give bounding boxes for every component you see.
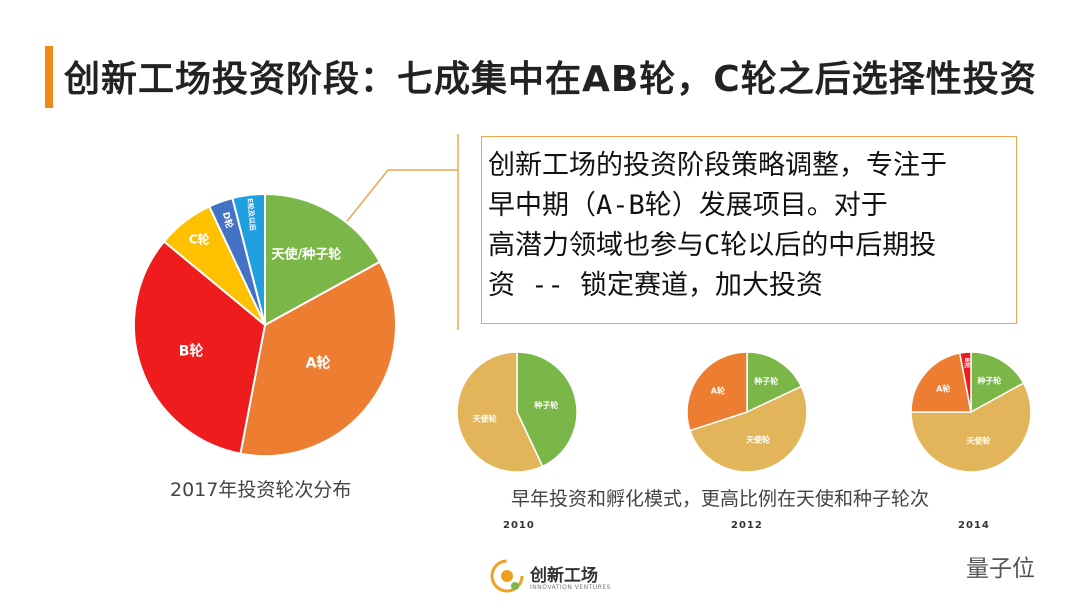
year-label-2014: 2014: [958, 520, 990, 531]
pie-slice: [231, 192, 266, 326]
title-accent-bar: [45, 46, 53, 108]
pie-slice: [686, 351, 748, 432]
pie-label: A轮: [306, 354, 331, 371]
callout-line: 高潜力领域也参与C轮以后的中后期投: [488, 230, 937, 261]
main-pie-caption: 2017年投资轮次分布: [170, 479, 352, 501]
pie-label: E轮及以后: [246, 198, 258, 231]
pie-slice: [910, 382, 1032, 473]
callout-text: 创新工场的投资阶段策略调整，专注于 早中期（A-B轮）发展项目。对于 高潜力领域…: [488, 146, 1013, 306]
pie-slice: [910, 352, 972, 413]
pie-slice: [970, 351, 1025, 414]
watermark-text: 量子位: [966, 556, 1035, 582]
pie-label: 种子轮: [976, 376, 1001, 386]
pie-slice: [456, 351, 544, 473]
callout-line: 早中期（A-B轮）发展项目。对于: [488, 190, 888, 221]
year-label-2010: 2010: [503, 520, 535, 531]
pie-label: A轮: [711, 385, 725, 395]
watermark: 量子位: [966, 549, 1035, 583]
pie-label: A轮: [936, 384, 950, 394]
callout-box: [481, 136, 1017, 324]
pie-label: 天使/种子轮: [271, 247, 341, 263]
pie-slice: [516, 351, 578, 468]
year-label-2012: 2012: [731, 520, 763, 531]
logo: [487, 556, 627, 596]
pie-slice: [239, 260, 397, 457]
pie-label: C轮: [189, 232, 211, 247]
pie-label: 天使轮: [966, 436, 990, 446]
pie-slice: [746, 351, 803, 414]
pie-label: 天使轮: [746, 434, 770, 444]
pie-slice: [133, 240, 267, 455]
pie-slice: [264, 192, 382, 327]
callout-line: 资 -- 锁定赛道，加大投资: [488, 270, 824, 301]
logo-name: 创新工场: [530, 566, 598, 586]
pie-label: 种子轮: [753, 376, 778, 386]
pie-label: 天使轮: [473, 414, 497, 424]
logo-subtitle: INNOVATION VENTURES: [530, 584, 611, 591]
logo-icon: [490, 559, 524, 593]
small-pies-caption: 早年投资和孵化模式，更高比例在天使和种子轮次: [511, 488, 930, 510]
callout-line: 创新工场的投资阶段策略调整，专注于: [488, 150, 947, 181]
pie-slice: [688, 385, 808, 473]
pie-label: 种子轮: [533, 400, 558, 410]
pie-label: B轮: [963, 358, 971, 369]
page-title: 创新工场投资阶段：七成集中在AB轮，C轮之后选择性投资: [64, 59, 1037, 100]
pie-slice: [958, 351, 972, 413]
callout-connector: [339, 134, 459, 330]
pie-label: B轮: [179, 343, 204, 360]
